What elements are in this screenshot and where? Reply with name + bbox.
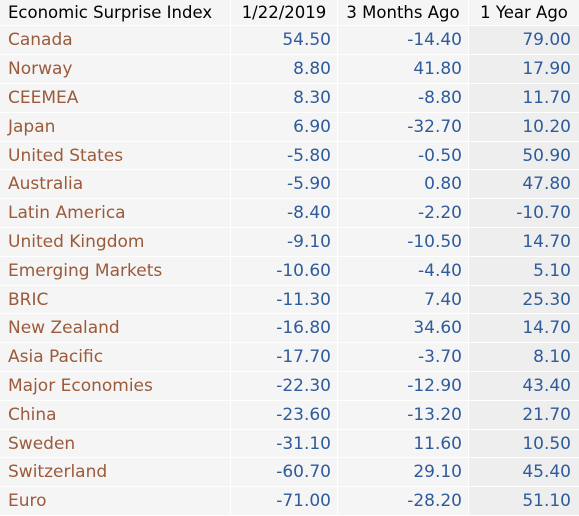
table-row: China -23.60 -13.20 21.70 xyxy=(0,400,579,430)
value-current: -60.70 xyxy=(231,458,338,487)
value-3-months-ago: 0.80 xyxy=(338,170,469,199)
row-label: New Zealand xyxy=(0,314,231,343)
row-label: United States xyxy=(0,141,231,170)
value-current: 8.80 xyxy=(231,55,338,84)
table-row: United States -5.80 -0.50 50.90 xyxy=(0,141,579,171)
column-header-index: Economic Surprise Index xyxy=(0,0,231,26)
row-label: United Kingdom xyxy=(0,228,231,256)
value-1-year-ago: 10.20 xyxy=(469,112,579,141)
value-current: -31.10 xyxy=(231,429,338,458)
column-header-current: 1/22/2019 xyxy=(231,0,338,26)
value-current: -8.40 xyxy=(231,199,338,228)
table-row: Euro -71.00 -28.20 51.10 xyxy=(0,487,579,516)
value-1-year-ago: 11.70 xyxy=(469,84,579,112)
value-1-year-ago: 47.80 xyxy=(469,170,579,199)
value-3-months-ago: -2.20 xyxy=(338,199,469,228)
row-label: Euro xyxy=(0,487,231,515)
value-3-months-ago: 7.40 xyxy=(338,285,469,314)
row-label: Emerging Markets xyxy=(0,256,231,285)
table-row: Emerging Markets -10.60 -4.40 5.10 xyxy=(0,256,579,286)
value-1-year-ago: 14.70 xyxy=(469,228,579,256)
table-row: Sweden -31.10 11.60 10.50 xyxy=(0,429,579,459)
value-3-months-ago: -3.70 xyxy=(338,343,469,372)
value-1-year-ago: 45.40 xyxy=(469,458,579,487)
value-3-months-ago: -0.50 xyxy=(338,141,469,170)
row-label: CEEMEA xyxy=(0,84,231,112)
value-3-months-ago: -12.90 xyxy=(338,372,469,400)
value-3-months-ago: 34.60 xyxy=(338,314,469,343)
value-3-months-ago: 29.10 xyxy=(338,458,469,487)
value-1-year-ago: 79.00 xyxy=(469,26,579,55)
value-1-year-ago: 10.50 xyxy=(469,429,579,458)
table-body: Canada 54.50 -14.40 79.00 Norway 8.80 41.80 17.… xyxy=(0,26,579,516)
table-row: Japan 6.90 -32.70 10.20 xyxy=(0,112,579,142)
value-3-months-ago: 11.60 xyxy=(338,429,469,458)
value-current: -10.60 xyxy=(231,256,338,285)
table-row: Australia -5.90 0.80 47.80 xyxy=(0,170,579,200)
value-3-months-ago: -28.20 xyxy=(338,487,469,515)
table-row: Asia Pacific -17.70 -3.70 8.10 xyxy=(0,343,579,373)
table-row: Canada 54.50 -14.40 79.00 xyxy=(0,26,579,56)
value-1-year-ago: 14.70 xyxy=(469,314,579,343)
row-label: Switzerland xyxy=(0,458,231,487)
row-label: China xyxy=(0,400,231,429)
value-3-months-ago: -32.70 xyxy=(338,112,469,141)
table-row: United Kingdom -9.10 -10.50 14.70 xyxy=(0,228,579,257)
value-3-months-ago: -8.80 xyxy=(338,84,469,112)
value-current: -9.10 xyxy=(231,228,338,256)
value-current: -5.90 xyxy=(231,170,338,199)
row-label: Canada xyxy=(0,26,231,55)
table-row: CEEMEA 8.30 -8.80 11.70 xyxy=(0,84,579,113)
value-1-year-ago: 43.40 xyxy=(469,372,579,400)
value-1-year-ago: 51.10 xyxy=(469,487,579,515)
value-1-year-ago: 25.30 xyxy=(469,285,579,314)
table-row: Latin America -8.40 -2.20 -10.70 xyxy=(0,199,579,229)
value-current: -11.30 xyxy=(231,285,338,314)
row-label: Norway xyxy=(0,55,231,84)
row-label: Major Economies xyxy=(0,372,231,400)
table-header-row: Economic Surprise Index 1/22/2019 3 Mont… xyxy=(0,0,579,27)
table-row: Switzerland -60.70 29.10 45.40 xyxy=(0,458,579,488)
row-label: BRIC xyxy=(0,285,231,314)
value-current: -16.80 xyxy=(231,314,338,343)
value-3-months-ago: 41.80 xyxy=(338,55,469,84)
value-1-year-ago: 8.10 xyxy=(469,343,579,372)
row-label: Japan xyxy=(0,112,231,141)
value-1-year-ago: 17.90 xyxy=(469,55,579,84)
table-row: BRIC -11.30 7.40 25.30 xyxy=(0,285,579,315)
row-label: Asia Pacific xyxy=(0,343,231,372)
value-current: -5.80 xyxy=(231,141,338,170)
value-1-year-ago: -10.70 xyxy=(469,199,579,228)
column-header-3-months: 3 Months Ago xyxy=(338,0,469,26)
column-header-1-year: 1 Year Ago xyxy=(469,0,579,26)
value-current: 6.90 xyxy=(231,112,338,141)
row-label: Sweden xyxy=(0,429,231,458)
value-3-months-ago: -13.20 xyxy=(338,400,469,429)
value-current: -22.30 xyxy=(231,372,338,400)
table-row: Major Economies -22.30 -12.90 43.40 xyxy=(0,372,579,401)
value-current: 8.30 xyxy=(231,84,338,112)
table-row: Norway 8.80 41.80 17.90 xyxy=(0,55,579,85)
value-3-months-ago: -4.40 xyxy=(338,256,469,285)
row-label: Australia xyxy=(0,170,231,199)
value-current: -71.00 xyxy=(231,487,338,515)
value-1-year-ago: 5.10 xyxy=(469,256,579,285)
value-current: -17.70 xyxy=(231,343,338,372)
row-label: Latin America xyxy=(0,199,231,228)
value-1-year-ago: 50.90 xyxy=(469,141,579,170)
value-current: -23.60 xyxy=(231,400,338,429)
value-3-months-ago: -10.50 xyxy=(338,228,469,256)
table-row: New Zealand -16.80 34.60 14.70 xyxy=(0,314,579,344)
value-3-months-ago: -14.40 xyxy=(338,26,469,55)
value-1-year-ago: 21.70 xyxy=(469,400,579,429)
value-current: 54.50 xyxy=(231,26,338,55)
